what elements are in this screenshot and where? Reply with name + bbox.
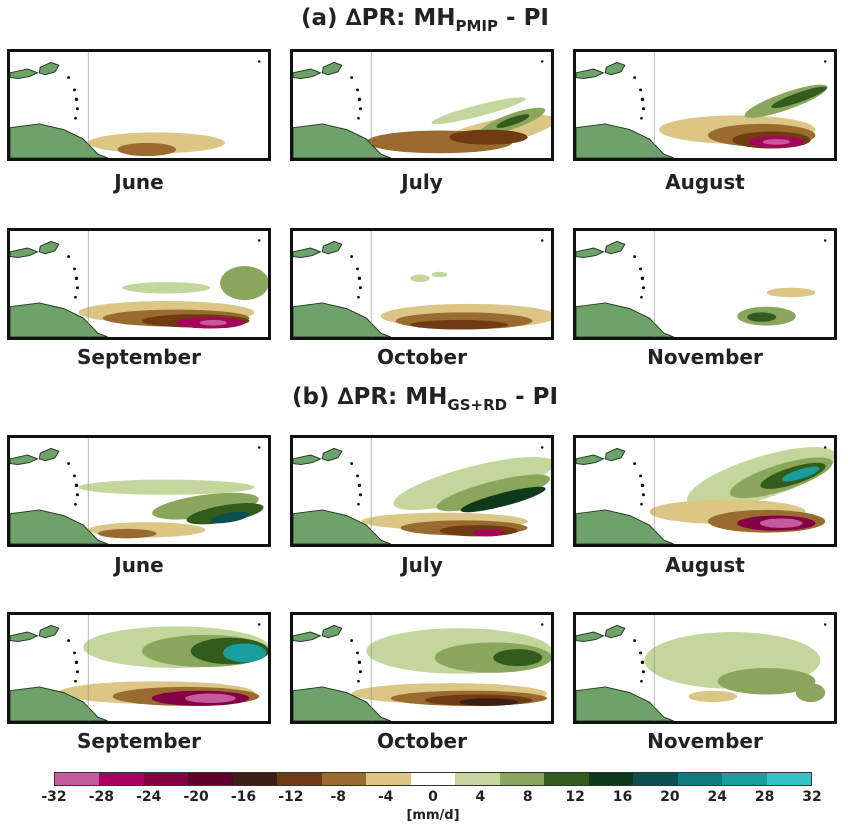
colorbar-tick: 20: [660, 789, 680, 805]
colorbar-tick: -24: [136, 789, 162, 805]
colorbar-swatch: [544, 773, 589, 785]
colorbar-swatch: [766, 773, 811, 785]
colorbar-swatch: [722, 773, 767, 785]
month-label: July: [401, 553, 443, 577]
month-label: June: [114, 553, 164, 577]
colorbar-swatch: [588, 773, 634, 785]
panel-b-july: [290, 435, 554, 547]
panel-a-july: [290, 49, 554, 161]
colorbar-tick: 24: [707, 789, 727, 805]
colorbar-swatch: [277, 773, 322, 785]
colorbar-tick: -16: [230, 789, 257, 805]
colorbar-tick: -28: [88, 789, 115, 805]
colorbar-swatch: [143, 773, 189, 785]
colorbar-tick: -4: [377, 789, 394, 805]
panel-a-september: [7, 228, 271, 340]
month-label: September: [77, 729, 201, 753]
title-a: (a) ∆PR: MHPMIP - PI: [301, 5, 549, 35]
colorbar-tick: -20: [183, 789, 209, 805]
colorbar-tick: 0: [428, 789, 438, 805]
colorbar-tick: 4: [475, 789, 486, 805]
month-label: November: [647, 345, 763, 369]
month-label: August: [665, 170, 745, 194]
panel-a-november: [573, 228, 837, 340]
panel-b-august: [573, 435, 837, 547]
panel-a-august: [573, 49, 837, 161]
month-label: October: [377, 729, 467, 753]
colorbar-swatch: [499, 773, 545, 785]
panel-b-june: [7, 435, 271, 547]
colorbar-tick: 28: [754, 789, 775, 805]
colorbar-swatch: [410, 773, 456, 785]
colorbar-tick: 8: [522, 789, 533, 805]
colorbar-swatch: [633, 773, 678, 785]
month-label: September: [77, 345, 201, 369]
colorbar-swatch: [321, 773, 367, 785]
colorbar-swatch: [232, 773, 278, 785]
colorbar-swatch: [677, 773, 723, 785]
month-label: October: [377, 345, 467, 369]
colorbar-swatch: [455, 773, 500, 785]
panel-a-june: [7, 49, 271, 161]
colorbar-tick: -32: [41, 789, 67, 805]
month-label: July: [401, 170, 443, 194]
colorbar-tick: 32: [802, 789, 822, 805]
colorbar-swatch: [99, 773, 144, 785]
month-label: June: [114, 170, 164, 194]
colorbar-units: [mm/d]: [406, 808, 460, 823]
colorbar-tick: -12: [278, 789, 304, 805]
colorbar-swatch: [188, 773, 233, 785]
title-b: (b) ∆PR: MHGS+RD - PI: [291, 384, 559, 414]
colorbar-tick: 16: [612, 789, 633, 805]
panel-b-october: [290, 612, 554, 724]
colorbar-tick: 12: [565, 789, 585, 805]
panel-b-september: [7, 612, 271, 724]
colorbar-swatch: [366, 773, 411, 785]
month-label: August: [665, 553, 745, 577]
colorbar-tick: -8: [330, 789, 347, 805]
panel-a-october: [290, 228, 554, 340]
panel-b-november: [573, 612, 837, 724]
colorbar: [54, 772, 812, 786]
colorbar-swatch: [55, 773, 100, 785]
month-label: November: [647, 729, 763, 753]
